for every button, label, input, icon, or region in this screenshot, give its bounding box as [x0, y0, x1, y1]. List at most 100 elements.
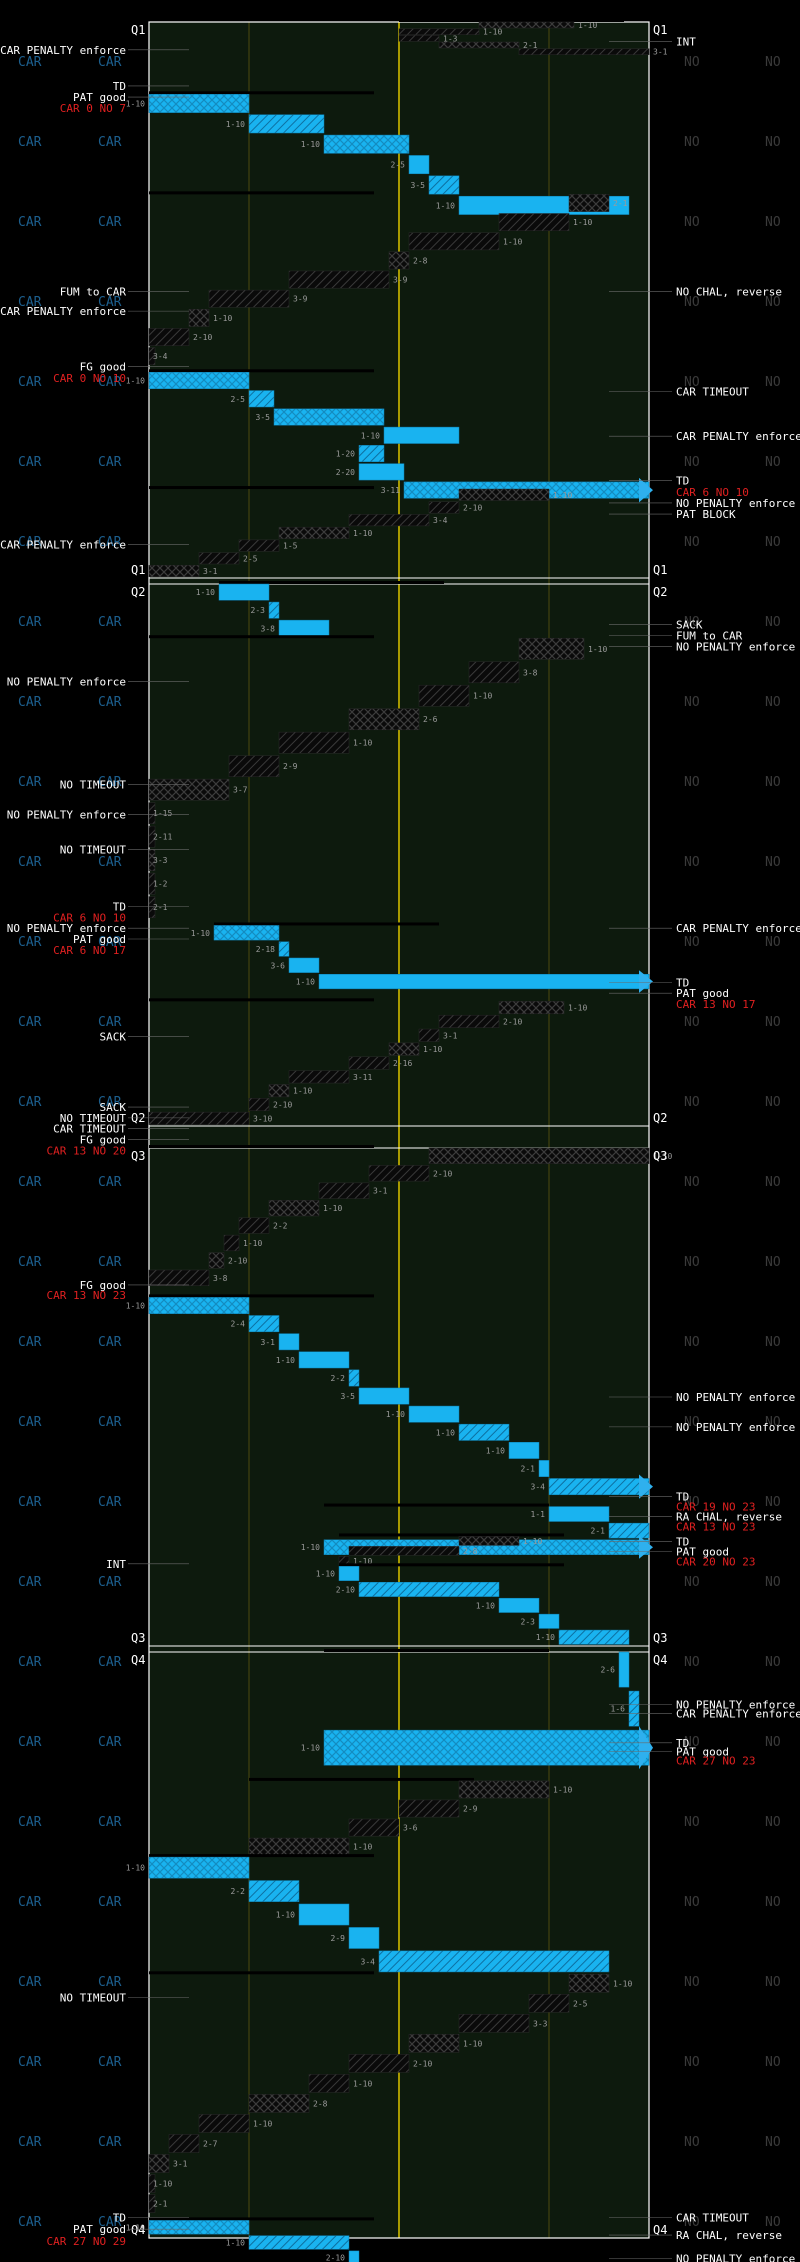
- team-watermark: CAR: [18, 615, 42, 630]
- team-watermark: CAR: [98, 1655, 122, 1670]
- drive-start-line: [149, 91, 374, 95]
- down-distance-label: 1-10: [316, 1569, 335, 1578]
- event-label: CAR 19 NO 23: [676, 1501, 755, 1514]
- team-watermark: NO: [765, 1175, 781, 1190]
- team-watermark: CAR: [18, 775, 42, 790]
- play-bar: [298, 1351, 350, 1369]
- event-label: NO TIMEOUT: [60, 779, 127, 792]
- event-label: SACK: [100, 1031, 127, 1044]
- team-watermark: NO: [684, 1335, 700, 1350]
- down-distance-label: 1-10: [578, 21, 597, 30]
- down-distance-label: 3-9: [293, 295, 308, 304]
- down-distance-label: 1-10: [436, 1428, 455, 1437]
- down-distance-label: 1-1: [531, 1510, 546, 1519]
- play-bar: [278, 731, 350, 754]
- down-distance-label: 1-10: [423, 1045, 442, 1054]
- down-distance-label: 3-1: [203, 567, 218, 576]
- team-watermark: CAR: [18, 1495, 42, 1510]
- event-label: RA CHAL, reverse: [676, 2229, 782, 2242]
- event-label: NO PENALTY enforce: [7, 922, 126, 935]
- down-distance-label: 1-10: [126, 2223, 145, 2232]
- down-distance-label: 2-10: [413, 2059, 432, 2068]
- down-distance-label: 2-10: [433, 1169, 452, 1178]
- team-watermark: CAR: [18, 1895, 42, 1910]
- event-label: NO PENALTY enforce: [7, 808, 126, 821]
- team-watermark: CAR: [98, 1015, 122, 1030]
- down-distance-label: 1-10: [126, 1302, 145, 1311]
- event-label: PAT good: [676, 1545, 729, 1558]
- play-bar: [148, 372, 250, 389]
- play-bar: [148, 2154, 170, 2173]
- down-distance-label: 2-3: [521, 1617, 536, 1626]
- down-distance-label: 1-10: [536, 1633, 555, 1642]
- down-distance-label: 2-1: [153, 903, 168, 912]
- play-bar: [228, 755, 280, 778]
- team-watermark: NO: [765, 695, 781, 710]
- play-bar: [248, 1315, 280, 1333]
- down-distance-label: 2-1: [591, 1527, 606, 1536]
- down-distance-label: 1-10: [553, 1785, 572, 1794]
- drive-start-line: [214, 922, 439, 926]
- team-watermark: NO: [765, 375, 781, 390]
- play-bar: [148, 2220, 250, 2235]
- team-watermark: NO: [684, 1015, 700, 1030]
- play-bar: [348, 1056, 390, 1070]
- down-distance-label: 1-10: [253, 2119, 272, 2128]
- play-bar: [418, 1028, 440, 1042]
- drive-start-line: [149, 998, 374, 1002]
- down-distance-label: 1-10: [353, 1557, 372, 1566]
- down-distance-label: 1-10: [191, 929, 210, 938]
- event-label: CAR 13 NO 20: [47, 1144, 126, 1157]
- drive-start-line: [324, 1649, 549, 1652]
- play-bar: [238, 539, 280, 552]
- down-distance-label: 1-10: [323, 1204, 342, 1213]
- team-watermark: NO: [765, 1415, 781, 1430]
- down-distance-label: 2-1: [521, 1465, 536, 1474]
- team-watermark: CAR: [18, 535, 42, 550]
- play-bar: [198, 2114, 250, 2133]
- team-watermark: CAR: [98, 1095, 122, 1110]
- play-bar: [348, 514, 430, 527]
- team-watermark: CAR: [18, 1975, 42, 1990]
- quarter-label: Q3: [131, 1149, 145, 1163]
- play-bar: [248, 2235, 350, 2250]
- play-bar: [218, 583, 270, 601]
- down-distance-label: 3-11: [381, 486, 400, 495]
- play-bar: [148, 825, 156, 848]
- play-bar: [518, 48, 650, 55]
- play-bar: [248, 114, 325, 134]
- down-distance-label: 3-1: [653, 48, 668, 57]
- event-label: CAR PENALTY enforce: [676, 922, 800, 935]
- down-distance-label: 3-4: [361, 1957, 376, 1966]
- team-watermark: CAR: [98, 1255, 122, 1270]
- event-label: CAR PENALTY enforce: [676, 1708, 800, 1721]
- event-label: NO PENALTY enforce: [676, 1699, 795, 1712]
- team-watermark: CAR: [18, 1735, 42, 1750]
- drive-start-line: [249, 1777, 474, 1781]
- team-watermark: CAR: [98, 1175, 122, 1190]
- play-bar: [318, 1182, 370, 1199]
- team-watermark: CAR: [98, 775, 122, 790]
- down-distance-label: 2-8: [463, 1547, 478, 1556]
- team-watermark: NO: [765, 1575, 781, 1590]
- team-watermark: CAR: [18, 375, 42, 390]
- quarter-label: Q1: [653, 563, 667, 577]
- play-bar: [323, 1729, 650, 1766]
- team-watermark: CAR: [18, 1335, 42, 1350]
- play-bar: [458, 1536, 520, 1546]
- down-distance-label: 2-6: [423, 715, 438, 724]
- team-watermark: NO: [765, 455, 781, 470]
- down-distance-label: 2-5: [243, 554, 258, 563]
- play-bar: [148, 2174, 156, 2193]
- down-distance-label: 1-10: [463, 2039, 482, 2048]
- team-watermark: NO: [765, 775, 781, 790]
- event-label: FUM to CAR: [60, 286, 127, 299]
- play-bar: [383, 426, 460, 444]
- event-label: PAT good: [676, 1746, 729, 1759]
- down-distance-label: 1-10: [361, 431, 380, 440]
- drive-start-line: [149, 635, 374, 639]
- event-label: CAR 27 NO 23: [676, 1754, 755, 1767]
- play-bar: [548, 1506, 610, 1522]
- down-distance-label: 3-7: [233, 786, 248, 795]
